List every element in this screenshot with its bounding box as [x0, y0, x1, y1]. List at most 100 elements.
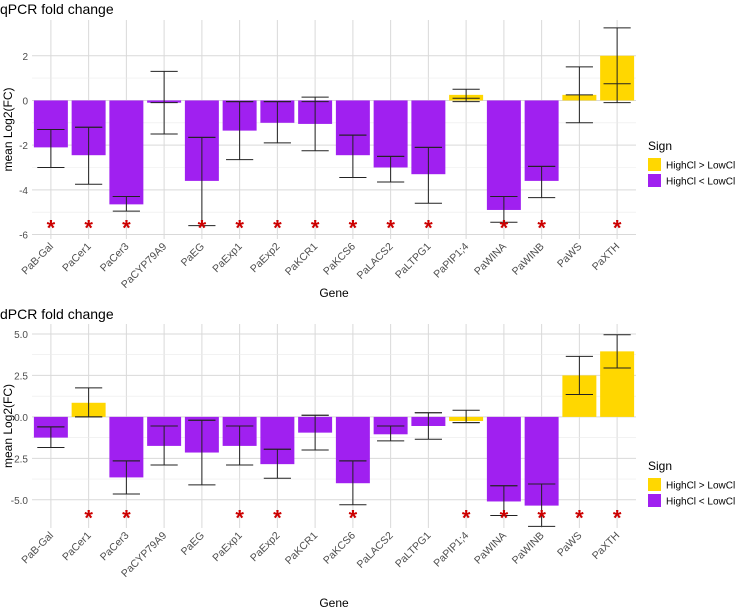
dpcr-xtick-label: PaExp1	[210, 530, 245, 565]
qpcr-legend-label: HighCl > LowCl	[666, 161, 735, 172]
dpcr-legend-key	[648, 478, 661, 491]
dpcr-ytick-label: -2.5	[11, 454, 29, 465]
dpcr-xtick-label: PaPIP1;4	[431, 530, 471, 570]
qpcr-errorbar	[339, 134, 367, 179]
dpcr-ytick-label: 5.0	[14, 330, 28, 341]
dpcr-xtick-label: PaLTPG1	[393, 530, 434, 571]
qpcr-panel: qPCR fold change-6-4-202* * * * * * * * * * * * *PaB…	[0, 1, 636, 300]
dpcr-title: dPCR fold change	[0, 306, 114, 322]
dpcr-significance-star: *	[537, 505, 546, 530]
dpcr-ytick-label: -5.0	[11, 496, 29, 507]
dpcr-errorbar	[452, 409, 480, 424]
qpcr-xtick-label: PaWINB	[510, 241, 547, 278]
qpcr-significance-star: *	[424, 216, 433, 241]
qpcr-errorbar	[75, 126, 103, 185]
qpcr-xtick-label: PaExp2	[248, 241, 283, 276]
dpcr-errorbar	[301, 414, 329, 451]
qpcr-xtick-label: PaCer1	[60, 241, 94, 275]
dpcr-errorbar	[490, 485, 518, 517]
qpcr-errorbar	[603, 27, 631, 104]
qpcr-ytick-label: -2	[19, 141, 28, 152]
dpcr-ytick-label: 0.0	[14, 413, 28, 424]
dpcr-xtick-label: PaEG	[179, 530, 207, 558]
qpcr-xtick-label: PaCer3	[98, 241, 132, 275]
qpcr-errorbar	[414, 146, 442, 204]
dpcr-significance-star: *	[462, 505, 471, 530]
dpcr-xtick-label: PaKCS6	[321, 530, 358, 567]
dpcr-significance-star: *	[273, 505, 282, 530]
qpcr-xtick-label: PaPIP1;4	[431, 241, 471, 281]
dpcr-legend: Sign HighCl > LowCl HighCl < LowCl	[648, 459, 735, 508]
qpcr-errorbar	[112, 196, 140, 212]
qpcr-significance-star: *	[386, 216, 395, 241]
qpcr-errorbar	[377, 155, 405, 183]
dpcr-errorbar	[112, 460, 140, 495]
qpcr-xtick-label: PaWINA	[472, 241, 509, 278]
qpcr-bar	[486, 100, 521, 210]
dpcr-significance-star: *	[575, 505, 584, 530]
qpcr-ytick-label: 2	[22, 52, 28, 63]
dpcr-xtick-label: PaWINA	[472, 530, 509, 567]
dpcr-xtick-label: PaWINB	[510, 530, 547, 567]
dpcr-errorbar	[414, 412, 442, 440]
dpcr-xtick-label: PaXTH	[590, 530, 622, 562]
qpcr-significance-star: *	[198, 216, 207, 241]
qpcr-xtick-label: PaExp1	[210, 241, 245, 276]
dpcr-xlabel: Gene	[319, 596, 349, 610]
dpcr-errorbar	[263, 448, 291, 479]
qpcr-errorbar	[528, 165, 556, 199]
qpcr-significance-star: *	[537, 216, 546, 241]
qpcr-significance-star: *	[122, 216, 131, 241]
dpcr-xtick-label: PaB-Gal	[19, 530, 56, 567]
qpcr-significance-star: *	[84, 216, 93, 241]
qpcr-ytick-label: 0	[22, 96, 28, 107]
qpcr-significance-star: *	[500, 216, 509, 241]
qpcr-errorbar	[490, 196, 518, 223]
qpcr-ytick-label: -4	[19, 186, 28, 197]
qpcr-significance-star: *	[613, 216, 622, 241]
qpcr-significance-star: *	[349, 216, 358, 241]
qpcr-ytick-label: -6	[19, 231, 28, 242]
qpcr-legend-key	[648, 174, 661, 187]
dpcr-legend-title: Sign	[648, 459, 672, 473]
qpcr-xtick-label: PaB-Gal	[19, 241, 56, 278]
qpcr-significance-star: *	[235, 216, 244, 241]
qpcr-errorbar	[226, 101, 254, 161]
qpcr-errorbar	[37, 129, 65, 168]
dpcr-significance-star: *	[349, 505, 358, 530]
dpcr-ylabel: mean Log2(FC)	[1, 384, 15, 468]
dpcr-significance-star: *	[235, 505, 244, 530]
dpcr-significance-star: *	[500, 505, 509, 530]
dpcr-errorbar	[603, 334, 631, 369]
dpcr-xtick-label: PaKCR1	[283, 530, 320, 567]
dpcr-legend-label: HighCl > LowCl	[666, 481, 735, 492]
dpcr-errorbar	[75, 387, 103, 418]
qpcr-significance-star: *	[273, 216, 282, 241]
qpcr-legend-label: HighCl < LowCl	[666, 177, 735, 188]
dpcr-errorbar	[528, 483, 556, 527]
qpcr-xtick-label: PaXTH	[590, 241, 622, 273]
dpcr-xtick-label: PaLACS2	[355, 530, 396, 571]
qpcr-xtick-label: PaLTPG1	[393, 241, 434, 282]
qpcr-xtick-label: PaKCS6	[321, 241, 358, 278]
dpcr-legend-label: HighCl < LowCl	[666, 497, 735, 508]
qpcr-legend-title: Sign	[648, 139, 672, 153]
qpcr-significance-star: *	[47, 216, 56, 241]
dpcr-errorbar	[377, 425, 405, 442]
dpcr-xtick-label: PaWS	[555, 530, 585, 560]
qpcr-xtick-label: PaWS	[555, 241, 585, 271]
qpcr-xlabel: Gene	[319, 286, 349, 300]
dpcr-xtick-label: PaCer1	[60, 530, 94, 564]
qpcr-errorbar	[263, 101, 291, 144]
qpcr-errorbar	[565, 66, 593, 124]
qpcr-xtick-label: PaLACS2	[355, 241, 396, 282]
dpcr-ytick-label: 2.5	[14, 371, 28, 382]
qpcr-title: qPCR fold change	[0, 1, 114, 17]
dpcr-errorbar	[339, 460, 367, 506]
dpcr-xtick-label: PaCer3	[98, 530, 132, 564]
dpcr-errorbar	[188, 419, 216, 486]
dpcr-significance-star: *	[613, 505, 622, 530]
qpcr-legend: Sign HighCl > LowCl HighCl < LowCl	[648, 139, 735, 188]
dpcr-xtick-label: PaExp2	[248, 530, 283, 565]
